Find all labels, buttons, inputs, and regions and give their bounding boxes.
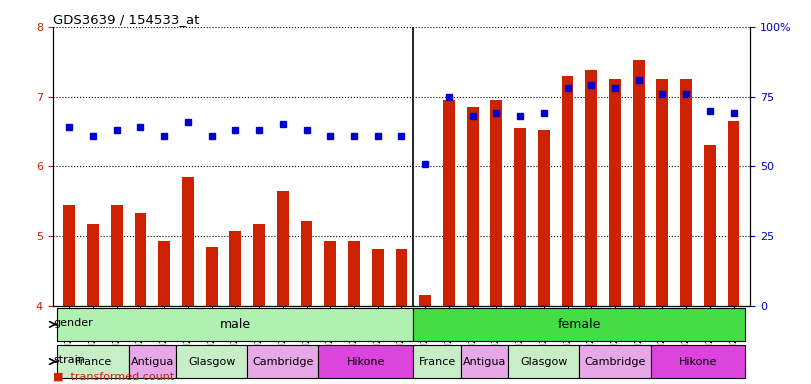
Bar xyxy=(206,247,217,384)
Bar xyxy=(704,146,716,384)
Text: Glasgow: Glasgow xyxy=(188,357,235,367)
Bar xyxy=(324,241,337,384)
Text: Antigua: Antigua xyxy=(131,357,174,367)
Bar xyxy=(58,345,129,378)
Bar xyxy=(586,70,597,384)
Bar xyxy=(466,107,478,384)
Bar xyxy=(461,345,508,378)
Bar xyxy=(277,191,289,384)
Text: female: female xyxy=(558,318,601,331)
Text: GDS3639 / 154533_at: GDS3639 / 154533_at xyxy=(53,13,199,26)
Bar xyxy=(87,223,99,384)
Bar xyxy=(58,308,414,341)
Bar xyxy=(319,345,414,378)
Text: France: France xyxy=(75,357,112,367)
Bar xyxy=(514,128,526,384)
Text: Cambridge: Cambridge xyxy=(584,357,646,367)
Bar xyxy=(348,241,360,384)
Bar xyxy=(253,223,265,384)
Bar xyxy=(129,345,176,378)
Bar xyxy=(158,241,170,384)
Bar xyxy=(371,248,384,384)
Text: ■  transformed count: ■ transformed count xyxy=(53,372,174,382)
Text: gender: gender xyxy=(54,318,93,328)
Bar xyxy=(419,295,431,384)
Bar xyxy=(247,345,319,378)
Bar xyxy=(508,345,579,378)
Text: Cambridge: Cambridge xyxy=(252,357,314,367)
Text: France: France xyxy=(418,357,456,367)
Bar xyxy=(491,100,502,384)
Bar xyxy=(230,231,242,384)
Bar xyxy=(396,248,407,384)
Text: strain: strain xyxy=(54,355,85,365)
Bar xyxy=(414,345,461,378)
Bar xyxy=(63,205,75,384)
Bar xyxy=(443,100,455,384)
Bar xyxy=(579,345,650,378)
Bar xyxy=(301,221,312,384)
Bar xyxy=(176,345,247,378)
Bar xyxy=(111,205,122,384)
Bar xyxy=(182,177,194,384)
Bar xyxy=(609,79,621,384)
Bar xyxy=(414,308,745,341)
Bar xyxy=(656,79,668,384)
Text: male: male xyxy=(220,318,251,331)
Bar xyxy=(680,79,692,384)
Bar xyxy=(561,76,573,384)
Text: Glasgow: Glasgow xyxy=(520,357,568,367)
Bar xyxy=(633,60,645,384)
Text: Hikone: Hikone xyxy=(346,357,385,367)
Bar xyxy=(727,121,740,384)
Text: Antigua: Antigua xyxy=(463,357,506,367)
Bar xyxy=(650,345,745,378)
Bar xyxy=(135,213,147,384)
Text: Hikone: Hikone xyxy=(679,357,717,367)
Bar xyxy=(538,130,550,384)
